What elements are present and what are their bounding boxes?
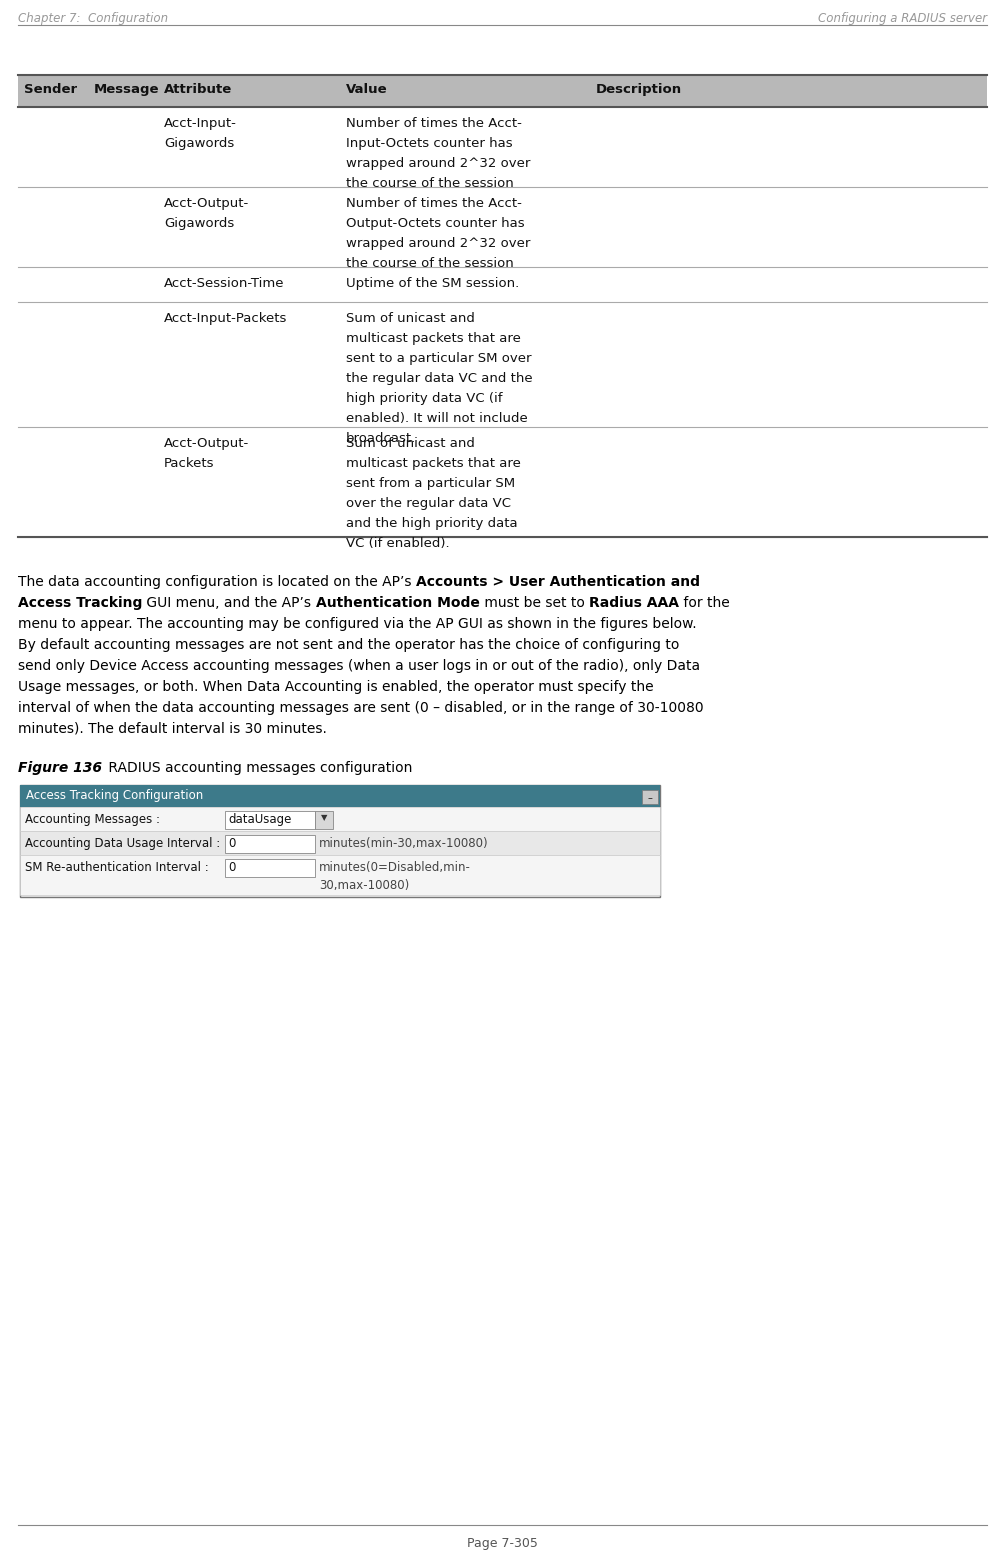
Text: Accounts > User Authentication and: Accounts > User Authentication and [416, 575, 699, 589]
Text: Acct-Input-
Gigawords: Acct-Input- Gigawords [164, 117, 237, 149]
Text: Message: Message [94, 82, 160, 96]
Bar [20, 785, 660, 897]
Text: dataUsage: dataUsage [228, 813, 291, 826]
Bar [225, 858, 315, 877]
Text: Figure 136: Figure 136 [18, 760, 102, 774]
Text: Sum of unicast and
multicast packets that are
sent from a particular SM
over the: Sum of unicast and multicast packets tha… [346, 437, 521, 550]
Bar [225, 812, 315, 829]
Text: Page 7-305: Page 7-305 [466, 1536, 538, 1550]
Text: Attribute: Attribute [164, 82, 232, 96]
Text: 0: 0 [228, 837, 235, 851]
Text: Configuring a RADIUS server: Configuring a RADIUS server [818, 12, 987, 25]
Text: Access Tracking: Access Tracking [18, 596, 143, 610]
Text: ▼: ▼ [321, 813, 328, 823]
Text: for the: for the [678, 596, 730, 610]
Text: RADIUS accounting messages configuration: RADIUS accounting messages configuration [104, 760, 412, 774]
Text: interval of when the data accounting messages are sent (0 – disabled, or in the : interval of when the data accounting mes… [18, 701, 704, 715]
Text: Chapter 7:  Configuration: Chapter 7: Configuration [18, 12, 168, 25]
Text: Authentication Mode: Authentication Mode [316, 596, 479, 610]
Text: must be set to: must be set to [479, 596, 589, 610]
Bar [642, 790, 658, 804]
Text: 0: 0 [228, 861, 235, 874]
Text: Acct-Input-Packets: Acct-Input-Packets [164, 313, 287, 325]
Bar [225, 835, 315, 854]
Text: Sum of unicast and
multicast packets that are
sent to a particular SM over
the r: Sum of unicast and multicast packets tha… [346, 313, 533, 445]
Bar [315, 812, 333, 829]
Bar [18, 75, 987, 107]
Text: Sender: Sender [24, 82, 77, 96]
Text: Acct-Output-
Packets: Acct-Output- Packets [164, 437, 249, 470]
Text: minutes(min-30,max-10080): minutes(min-30,max-10080) [319, 837, 488, 851]
Bar [20, 830, 660, 855]
Text: minutes). The default interval is 30 minutes.: minutes). The default interval is 30 min… [18, 722, 327, 736]
Text: Acct-Session-Time: Acct-Session-Time [164, 277, 284, 289]
Text: minutes(0=Disabled,min-
30,max-10080): minutes(0=Disabled,min- 30,max-10080) [319, 861, 471, 893]
Bar [20, 855, 660, 896]
Text: SM Re-authentication Interval :: SM Re-authentication Interval : [25, 861, 209, 874]
Text: send only Device Access accounting messages (when a user logs in or out of the r: send only Device Access accounting messa… [18, 659, 700, 673]
Text: Value: Value [346, 82, 388, 96]
Text: Number of times the Acct-
Input-Octets counter has
wrapped around 2^32 over
the : Number of times the Acct- Input-Octets c… [346, 117, 531, 190]
Text: Number of times the Acct-
Output-Octets counter has
wrapped around 2^32 over
the: Number of times the Acct- Output-Octets … [346, 197, 531, 271]
Text: Accounting Messages :: Accounting Messages : [25, 813, 160, 826]
Text: By default accounting messages are not sent and the operator has the choice of c: By default accounting messages are not s… [18, 638, 679, 652]
Text: Uptime of the SM session.: Uptime of the SM session. [346, 277, 520, 289]
Text: Accounting Data Usage Interval :: Accounting Data Usage Interval : [25, 837, 220, 851]
Text: Radius AAA: Radius AAA [589, 596, 678, 610]
Text: GUI menu, and the AP’s: GUI menu, and the AP’s [143, 596, 316, 610]
Text: The data accounting configuration is located on the AP’s: The data accounting configuration is loc… [18, 575, 416, 589]
Text: Access Tracking Configuration: Access Tracking Configuration [26, 788, 203, 802]
Bar [20, 785, 660, 807]
Bar [20, 807, 660, 830]
Text: Description: Description [596, 82, 682, 96]
Text: Usage messages, or both. When Data Accounting is enabled, the operator must spec: Usage messages, or both. When Data Accou… [18, 680, 653, 694]
Text: Acct-Output-
Gigawords: Acct-Output- Gigawords [164, 197, 249, 230]
Text: menu to appear. The accounting may be configured via the AP GUI as shown in the : menu to appear. The accounting may be co… [18, 617, 696, 631]
Text: –: – [647, 793, 652, 802]
